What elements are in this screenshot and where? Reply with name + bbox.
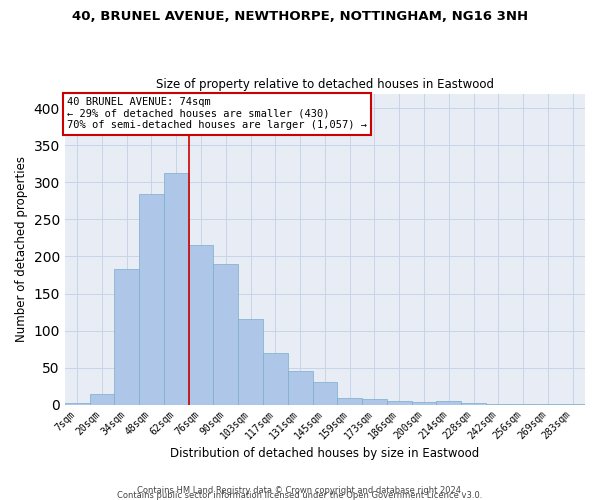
Bar <box>412 402 436 404</box>
Bar <box>238 320 263 404</box>
Bar <box>188 246 214 404</box>
Bar <box>387 401 412 404</box>
Bar <box>362 400 387 404</box>
Bar <box>461 403 486 404</box>
Bar <box>436 401 461 404</box>
Text: Contains HM Land Registry data © Crown copyright and database right 2024.: Contains HM Land Registry data © Crown c… <box>137 486 463 495</box>
Title: Size of property relative to detached houses in Eastwood: Size of property relative to detached ho… <box>156 78 494 91</box>
Y-axis label: Number of detached properties: Number of detached properties <box>15 156 28 342</box>
Bar <box>65 403 89 404</box>
Bar <box>313 382 337 404</box>
Text: 40, BRUNEL AVENUE, NEWTHORPE, NOTTINGHAM, NG16 3NH: 40, BRUNEL AVENUE, NEWTHORPE, NOTTINGHAM… <box>72 10 528 23</box>
Bar <box>263 352 288 405</box>
X-axis label: Distribution of detached houses by size in Eastwood: Distribution of detached houses by size … <box>170 447 479 460</box>
Bar <box>214 264 238 404</box>
Bar <box>337 398 362 404</box>
Bar <box>288 372 313 404</box>
Bar <box>139 194 164 404</box>
Bar <box>89 394 115 404</box>
Text: Contains public sector information licensed under the Open Government Licence v3: Contains public sector information licen… <box>118 491 482 500</box>
Bar <box>164 173 188 404</box>
Text: 40 BRUNEL AVENUE: 74sqm
← 29% of detached houses are smaller (430)
70% of semi-d: 40 BRUNEL AVENUE: 74sqm ← 29% of detache… <box>67 98 367 130</box>
Bar <box>115 269 139 404</box>
